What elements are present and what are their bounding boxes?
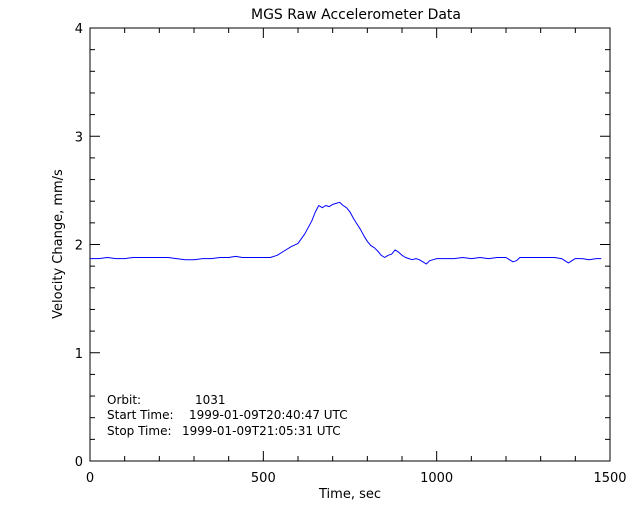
- series-group: [90, 201, 602, 265]
- axis-tick-labels: 0 500 1000 1500 0 1 2 3 4: [75, 22, 627, 486]
- axis-ticks: [89, 27, 611, 462]
- plot-frame: [89, 27, 611, 462]
- start-time-label: Start Time:: [107, 408, 174, 422]
- x-tick-label: 500: [251, 471, 276, 486]
- x-axis-title: Time, sec: [318, 487, 381, 502]
- orbit-value: 1031: [195, 393, 226, 407]
- velocity-series-line: [90, 201, 602, 265]
- y-tick-label: 0: [75, 455, 83, 470]
- x-tick-label: 1000: [420, 471, 453, 486]
- orbit-label: Orbit:: [107, 393, 141, 407]
- y-axis-title: Velocity Change, mm/s: [51, 169, 66, 319]
- x-tick-label: 0: [86, 471, 94, 486]
- stop-time-label: Stop Time:: [107, 424, 172, 438]
- y-tick-label: 4: [75, 22, 83, 37]
- y-tick-label: 3: [75, 130, 83, 145]
- x-tick-label: 1500: [593, 471, 626, 486]
- stop-time-value: 1999-01-09T21:05:31 UTC: [182, 424, 341, 438]
- start-time-value: 1999-01-09T20:40:47 UTC: [189, 408, 348, 422]
- y-tick-label: 1: [75, 347, 83, 362]
- chart-title: MGS Raw Accelerometer Data: [251, 7, 461, 23]
- y-tick-label: 2: [75, 239, 83, 254]
- orbit-info: Orbit: 1031 Start Time: 1999-01-09T20:40…: [107, 393, 348, 438]
